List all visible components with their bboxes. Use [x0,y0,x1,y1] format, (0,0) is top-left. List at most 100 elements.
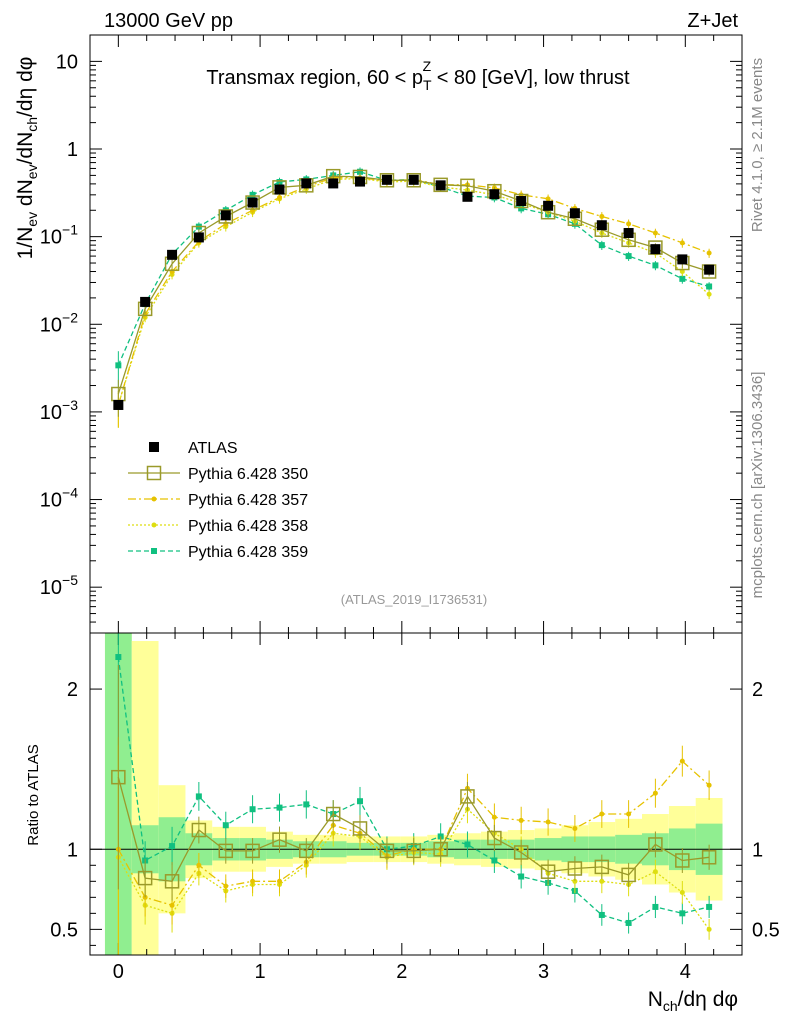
ratio-point-p350 [191,822,207,838]
ylabel-a: 1/N [14,227,37,260]
ylabel-c: /dN [14,132,37,165]
ratio-line-p359 [117,656,710,924]
xlabel-a-sub: ch [663,998,678,1014]
ratio-point-p359 [464,841,471,848]
point-p357 [652,230,658,236]
point-p358 [706,291,712,297]
ylabel-d: /dη dφ [14,57,37,117]
ratio-point-p357 [572,825,578,831]
ratio-point-p350 [648,837,663,852]
ratio-point-p357 [491,814,497,820]
ratio-point-p350 [299,843,314,859]
ratio-point-p357 [250,878,256,884]
point-p359 [679,275,686,282]
y-tick-exp: −3 [62,397,78,413]
legend-label-p358: Pythia 6.428 358 [188,518,308,535]
point-p357 [545,196,551,202]
legend-marker-p358 [151,522,157,528]
title-sub: T [423,77,432,93]
ratio-point-p357 [518,817,524,823]
y-tick-base: 10 [40,314,62,336]
point-atlas [220,210,231,221]
ratio-point-p358 [652,869,658,875]
ylabel-c-sub: ch [24,117,40,132]
point-atlas [516,196,527,207]
series-p358 [115,174,712,428]
point-p357 [277,194,283,200]
series-p359 [115,167,713,389]
main-ylabel: 1/Nev dNev/dNch/dη dφ [14,57,40,260]
point-p357 [706,250,712,256]
ratio-y-label-left: 0.5 [50,919,78,941]
series-line-p359 [117,171,710,366]
title-sup: Z [423,58,432,74]
point-p350 [513,193,529,209]
legend-label-p359: Pythia 6.428 359 [188,544,308,561]
point-atlas [167,249,178,260]
ratio-point-p359 [518,873,525,880]
point-atlas [355,176,366,187]
ratio-point-p358 [599,878,605,884]
ratio-point-p357 [706,782,712,788]
ratio-point-p358 [706,926,712,932]
point-p350 [406,173,421,188]
x-tick-label: 1 [255,961,266,983]
point-atlas [435,180,446,191]
ratio-point-p350 [406,843,421,859]
ratio-y-label-right: 2 [752,679,763,701]
point-p350 [433,177,448,193]
ratio-point-p359 [303,801,310,808]
legend: ATLAS Pythia 6.428 350 Pythia 6.428 357 Pyt… [128,440,308,561]
x-tick-label: 3 [538,961,549,983]
point-p357 [679,240,685,246]
ratio-point-p350 [272,832,287,847]
point-atlas [489,189,500,200]
point-p359 [706,283,713,290]
y-tick-label: 10−4 [40,485,78,512]
legend-label-p350: Pythia 6.428 350 [188,466,308,483]
point-atlas [462,191,473,202]
point-p350 [245,195,260,210]
series-atlas [113,174,715,410]
point-p359 [625,253,632,260]
y-tick-base: 10 [40,490,62,512]
ratio-y-label-left: 2 [67,679,78,701]
legend-item-p359: Pythia 6.428 359 [128,544,308,561]
legend-item-atlas: ATLAS [149,440,238,457]
legend-item-p358: Pythia 6.428 358 [128,518,308,535]
ratio-point-p350 [379,843,395,859]
title-post: < 80 [GeV], low thrust [431,67,630,89]
point-atlas [381,174,392,185]
legend-marker-atlas [149,442,159,452]
ratio-point-p359 [491,857,498,864]
ratio-point-p350 [513,845,529,860]
ratio-point-p359 [249,806,256,813]
main-title: Transmax region, 60 < pTZ < 80 [GeV], lo… [206,58,630,93]
point-atlas [193,232,204,243]
legend-item-p350: Pythia 6.428 350 [128,465,308,483]
point-p359 [518,205,525,212]
point-atlas [301,178,312,189]
ratio-point-p350 [218,843,234,859]
ratio-point-p357 [545,819,551,825]
ratio-point-p350 [245,843,260,859]
xlabel-a: N [648,988,663,1011]
point-p359 [652,262,659,269]
ratio-point-p359 [276,804,283,811]
x-tick-label: 2 [396,961,407,983]
ratio-point-p357 [679,758,685,764]
legend-item-p357: Pythia 6.428 357 [128,492,308,509]
point-p359 [115,362,122,369]
ylabel-b: dN [14,179,37,212]
ratio-point-p359 [357,798,364,805]
header-left: 13000 GeV pp [104,10,233,32]
point-atlas [140,296,151,307]
header-right: Z+Jet [687,10,738,32]
ratio-series-p359 [115,633,713,934]
series-line-p358 [117,177,710,406]
point-p357 [599,213,605,219]
y-tick-label: 10−2 [40,309,78,336]
ratio-point-p350 [460,789,475,804]
